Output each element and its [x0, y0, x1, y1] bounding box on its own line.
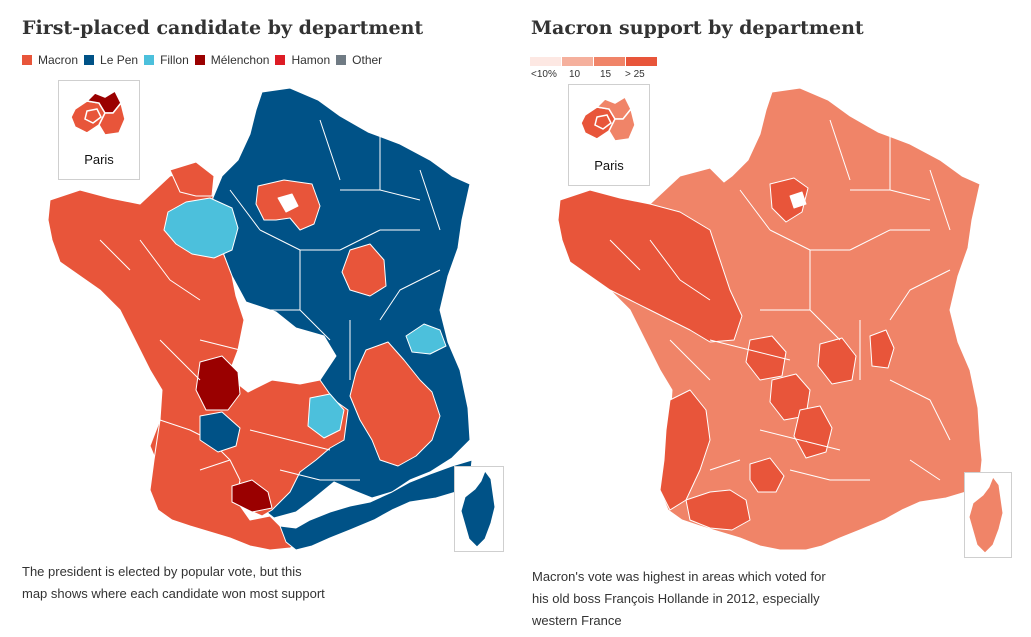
legend-swatch-hamon	[275, 55, 286, 65]
right-caption: Macron's vote was highest in areas which…	[532, 566, 952, 632]
left-caption-line1: The president is elected by popular vote…	[22, 564, 302, 579]
scale-swatch-1	[530, 57, 561, 66]
legend-item-melenchon: Mélenchon	[194, 53, 270, 67]
paris-inset-right: Paris	[568, 84, 650, 186]
scale-swatch-2	[562, 57, 593, 66]
scale-swatch-4	[626, 57, 657, 66]
macron-support-panel: Macron support by department <10% 10 15 …	[515, 0, 1031, 637]
legend-swatch-fillon	[144, 55, 155, 65]
scale-labels: <10% 10 15 > 25	[530, 69, 658, 83]
left-caption: The president is elected by popular vote…	[22, 561, 442, 605]
scale-label-4: > 25	[625, 69, 645, 80]
legend-label-melenchon: Mélenchon	[210, 53, 270, 67]
legend-item-lepen: Le Pen	[84, 53, 138, 67]
right-caption-line2: his old boss François Hollande in 2012, …	[532, 591, 820, 606]
legend-swatch-macron	[22, 55, 32, 65]
paris-inset-map-left	[70, 89, 126, 136]
first-placed-panel: First-placed candidate by department Mac…	[0, 0, 515, 637]
right-caption-line3: western France	[532, 613, 622, 628]
right-caption-line1: Macron's vote was highest in areas which…	[532, 569, 826, 584]
corsica-inset-left	[454, 466, 504, 552]
scale-label-2: 10	[569, 69, 581, 80]
legend-label-macron: Macron	[38, 53, 79, 67]
legend-swatch-other	[336, 55, 347, 65]
paris-inset-left: Paris	[58, 80, 140, 180]
legend-item-macron: Macron	[22, 53, 78, 67]
corsica-map-right	[968, 475, 1004, 554]
scale-label-1: <10%	[531, 69, 557, 80]
legend-swatch-lepen	[84, 55, 95, 65]
paris-inset-label-left: Paris	[84, 152, 114, 167]
scale-swatch-3	[594, 57, 625, 66]
legend-item-other: Other	[336, 53, 382, 67]
candidate-legend: Macron Le Pen Fillon Mélenchon Hamon Oth…	[22, 53, 388, 67]
legend-label-other: Other	[352, 53, 383, 67]
first-placed-map	[47, 87, 473, 551]
scale-bar	[530, 57, 658, 66]
scale-label-3: 15	[600, 69, 612, 80]
right-map-title: Macron support by department	[531, 17, 864, 39]
paris-inset-label-right: Paris	[594, 158, 624, 173]
legend-label-fillon: Fillon	[160, 53, 189, 67]
legend-item-fillon: Fillon	[144, 53, 189, 67]
legend-item-hamon: Hamon	[275, 53, 330, 67]
left-map-title: First-placed candidate by department	[22, 17, 424, 39]
legend-swatch-melenchon	[194, 55, 205, 65]
left-caption-line2: map shows where each candidate won most …	[22, 586, 325, 601]
corsica-map-left	[460, 469, 496, 548]
legend-label-hamon: Hamon	[291, 53, 331, 67]
macron-support-map	[557, 87, 983, 551]
legend-label-lepen: Le Pen	[100, 53, 139, 67]
corsica-inset-right	[964, 472, 1012, 558]
support-scale-legend: <10% 10 15 > 25	[530, 57, 658, 83]
paris-inset-map-right	[580, 95, 636, 142]
